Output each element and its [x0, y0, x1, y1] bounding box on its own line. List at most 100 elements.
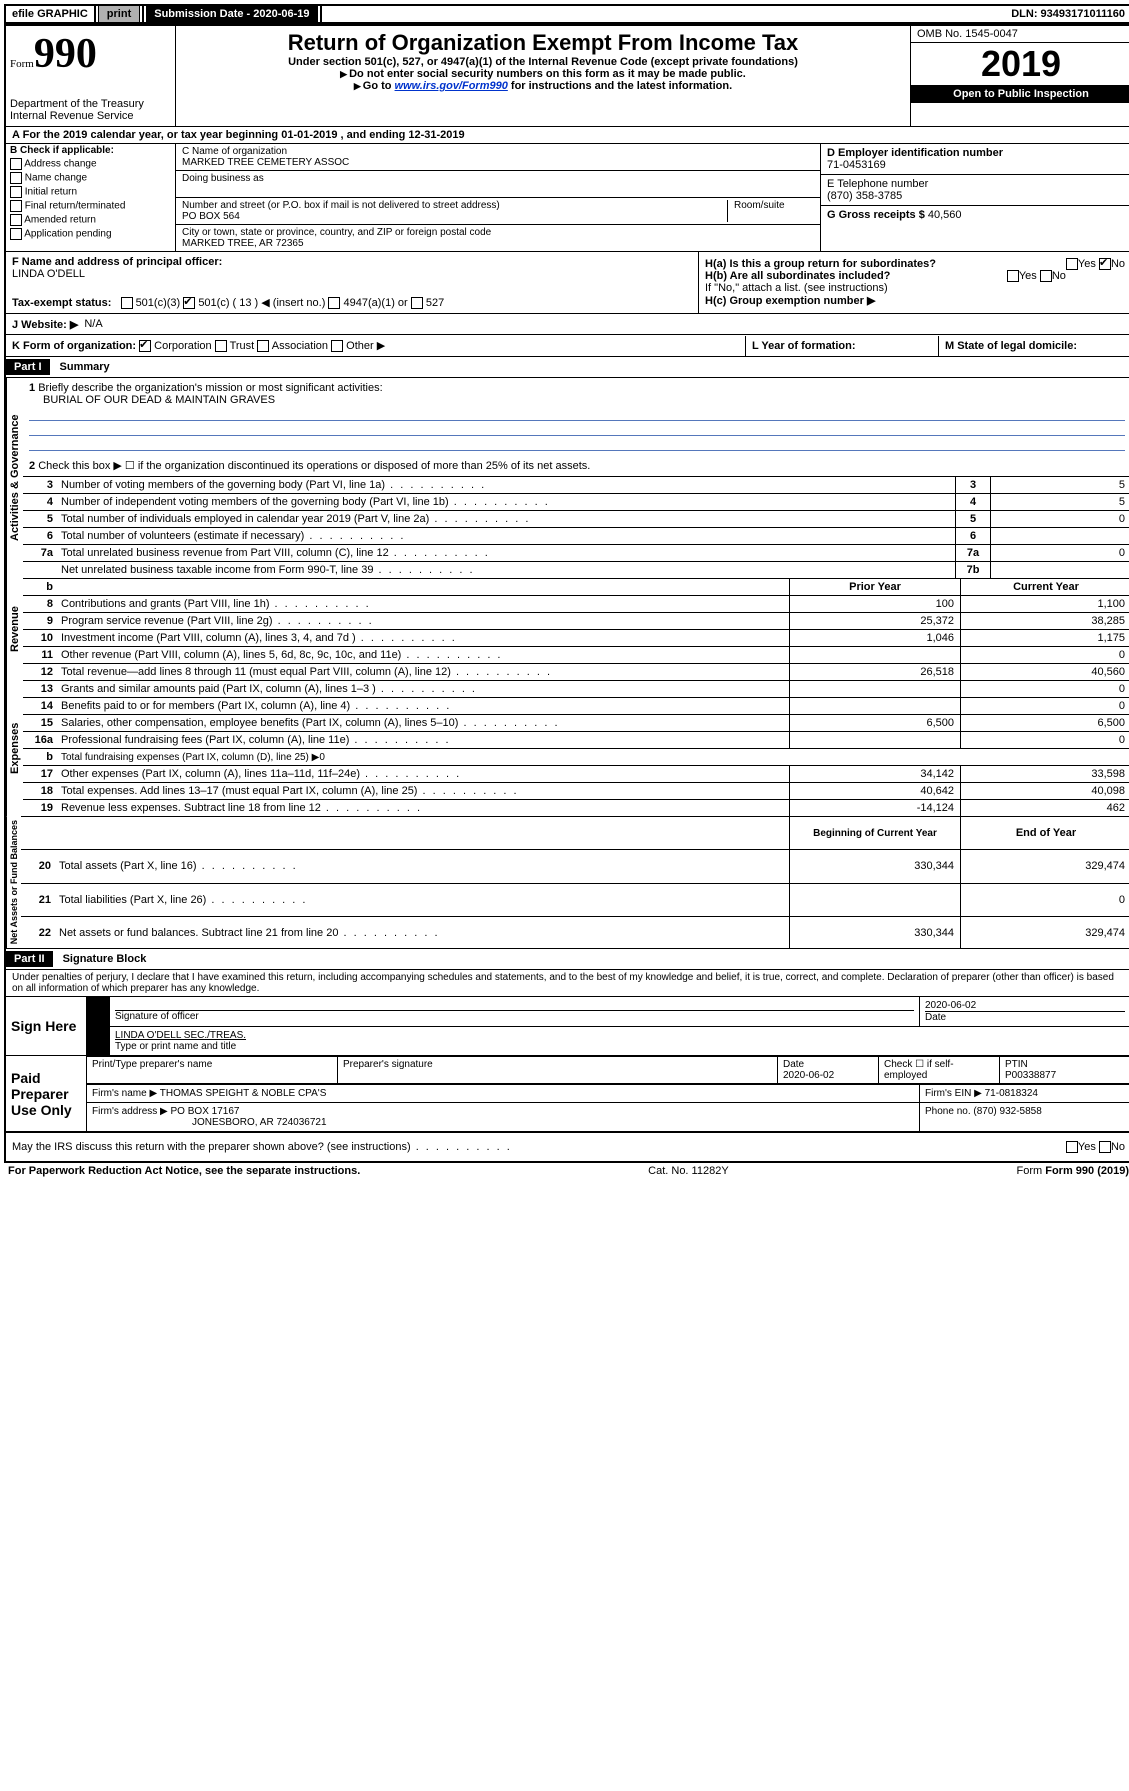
declaration: Under penalties of perjury, I declare th…: [6, 969, 1129, 996]
dln-label: DLN: 93493171011160: [1005, 6, 1129, 22]
table-row: 11Other revenue (Part VIII, column (A), …: [23, 647, 1129, 664]
discuss-no[interactable]: [1099, 1141, 1111, 1153]
footer-left: For Paperwork Reduction Act Notice, see …: [8, 1165, 360, 1177]
subtitle-2: Do not enter social security numbers on …: [349, 68, 746, 80]
527-checkbox[interactable]: [411, 297, 423, 309]
e-label: E Telephone number: [827, 178, 1125, 190]
table-row: 19Revenue less expenses. Subtract line 1…: [23, 800, 1129, 817]
f-val: LINDA O'DELL: [12, 268, 692, 280]
omb-label: OMB No. 1545-0047: [911, 26, 1129, 42]
b-title: B Check if applicable:: [6, 144, 175, 157]
table-row: 3Number of voting members of the governi…: [23, 477, 1129, 494]
m-label: M State of legal domicile:: [945, 340, 1077, 352]
hb-yes[interactable]: [1007, 270, 1019, 282]
table-row: 12Total revenue—add lines 8 through 11 (…: [23, 664, 1129, 681]
d-val: 71-0453169: [827, 159, 1125, 171]
g-label: G Gross receipts $: [827, 209, 925, 221]
discuss-yes[interactable]: [1066, 1141, 1078, 1153]
bcy-header: Beginning of Current Year: [790, 817, 961, 850]
initial-return-checkbox[interactable]: [10, 186, 22, 198]
part1-sub: Summary: [50, 361, 110, 373]
submission-date: Submission Date - 2020-06-19: [146, 6, 317, 22]
table-row: 6Total number of volunteers (estimate if…: [23, 528, 1129, 545]
form-number: 990: [34, 31, 97, 77]
j-label: J Website: ▶: [6, 316, 84, 333]
name-change-checkbox[interactable]: [10, 172, 22, 184]
trust-checkbox[interactable]: [215, 340, 227, 352]
other-checkbox[interactable]: [331, 340, 343, 352]
k-label: K Form of organization:: [12, 340, 136, 352]
sec-activities: Activities & Governance: [6, 378, 23, 578]
addr-val: PO BOX 564: [182, 211, 727, 222]
city-val: MARKED TREE, AR 72365: [182, 238, 814, 249]
corp-checkbox[interactable]: [139, 340, 151, 352]
prep-name-label: Print/Type preparer's name: [87, 1057, 338, 1084]
amended-checkbox[interactable]: [10, 214, 22, 226]
tax-year: 2019: [911, 42, 1129, 85]
print-button[interactable]: print: [98, 5, 140, 23]
ha-no[interactable]: [1099, 258, 1111, 270]
501c-checkbox[interactable]: [183, 297, 195, 309]
table-row: 20Total assets (Part X, line 16)330,3443…: [21, 850, 1129, 883]
table-row: 10Investment income (Part VIII, column (…: [23, 630, 1129, 647]
form-label: Form: [10, 58, 34, 70]
assoc-checkbox[interactable]: [257, 340, 269, 352]
part2-sub: Signature Block: [53, 953, 147, 965]
table-row: 21Total liabilities (Part X, line 26)0: [21, 883, 1129, 916]
final-return-checkbox[interactable]: [10, 200, 22, 212]
dba-label: Doing business as: [176, 171, 820, 198]
pending-checkbox[interactable]: [10, 228, 22, 240]
officer-name: LINDA O'DELL SEC./TREAS.: [115, 1030, 1125, 1041]
current-year-header: Current Year: [961, 579, 1129, 596]
table-row: 15Salaries, other compensation, employee…: [23, 715, 1129, 732]
501c3-checkbox[interactable]: [121, 297, 133, 309]
room-label: Room/suite: [727, 200, 814, 222]
city-label: City or town, state or province, country…: [182, 227, 814, 238]
paid-preparer: Paid Preparer Use Only: [6, 1056, 87, 1132]
part2-header: Part II: [6, 951, 53, 967]
firm-addr1: PO BOX 17167: [171, 1106, 240, 1117]
form-title: Return of Organization Exempt From Incom…: [186, 30, 900, 56]
table-row: Net unrelated business taxable income fr…: [23, 562, 1129, 579]
irs-link[interactable]: www.irs.gov/Form990: [395, 80, 508, 92]
ptin-val: P00338877: [1005, 1070, 1056, 1081]
c-name: MARKED TREE CEMETERY ASSOC: [182, 157, 814, 168]
g-val: 40,560: [928, 209, 962, 221]
4947-checkbox[interactable]: [328, 297, 340, 309]
q1-label: Briefly describe the organization's miss…: [38, 382, 382, 394]
addr-label: Number and street (or P.O. box if mail i…: [182, 200, 727, 211]
ha-label: H(a) Is this a group return for subordin…: [705, 258, 936, 270]
irs-discuss: May the IRS discuss this return with the…: [12, 1141, 512, 1153]
l-label: L Year of formation:: [752, 340, 856, 352]
table-row: 16aProfessional fundraising fees (Part I…: [23, 732, 1129, 749]
subtitle-1: Under section 501(c), 527, or 4947(a)(1)…: [186, 56, 900, 68]
hb-no[interactable]: [1040, 270, 1052, 282]
e-val: (870) 358-3785: [827, 190, 1125, 202]
footer-center: Cat. No. 11282Y: [648, 1165, 729, 1177]
prior-year-header: Prior Year: [790, 579, 961, 596]
ha-yes[interactable]: [1066, 258, 1078, 270]
table-row: 8Contributions and grants (Part VIII, li…: [23, 596, 1129, 613]
table-row: bTotal fundraising expenses (Part IX, co…: [23, 749, 1129, 766]
addr-change-checkbox[interactable]: [10, 158, 22, 170]
firm-addr2: JONESBORO, AR 724036721: [92, 1117, 327, 1128]
table-row: 9Program service revenue (Part VIII, lin…: [23, 613, 1129, 630]
d-label: D Employer identification number: [827, 147, 1125, 159]
inspection-label: Open to Public Inspection: [911, 85, 1129, 103]
sec-expenses: Expenses: [6, 680, 23, 816]
efile-label: efile GRAPHIC: [6, 6, 96, 22]
sec-revenue: Revenue: [6, 578, 23, 680]
c-name-label: C Name of organization: [182, 146, 814, 157]
prep-date: 2020-06-02: [783, 1070, 834, 1081]
dept-label: Department of the TreasuryInternal Reven…: [10, 98, 171, 122]
f-label: F Name and address of principal officer:: [12, 256, 692, 268]
sign-here: Sign Here: [6, 997, 87, 1056]
self-emp: Check ☐ if self-employed: [879, 1057, 1000, 1084]
table-row: 13Grants and similar amounts paid (Part …: [23, 681, 1129, 698]
q1-answer: BURIAL OF OUR DEAD & MAINTAIN GRAVES: [29, 394, 275, 406]
j-val: N/A: [84, 318, 102, 330]
table-row: 5Total number of individuals employed in…: [23, 511, 1129, 528]
form-main: Form990 Department of the TreasuryIntern…: [4, 24, 1129, 1163]
footer-right: Form Form 990 (2019): [1017, 1165, 1129, 1177]
table-row: 14Benefits paid to or for members (Part …: [23, 698, 1129, 715]
